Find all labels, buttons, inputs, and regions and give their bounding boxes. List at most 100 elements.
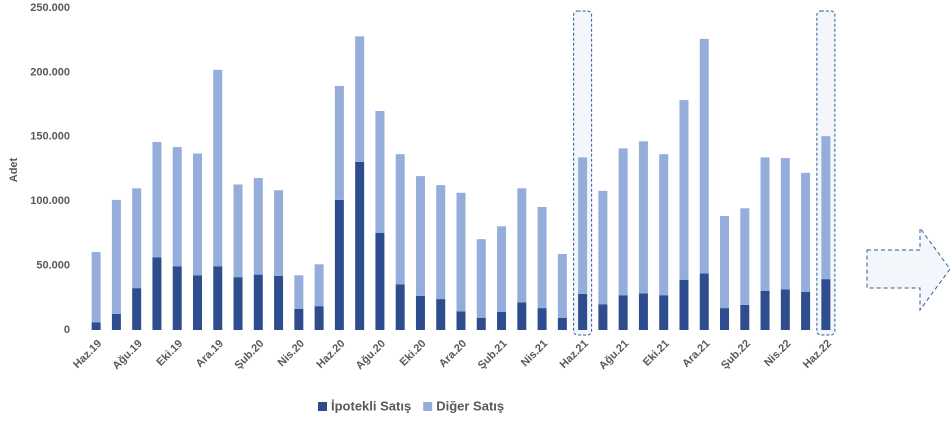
- bar: [132, 288, 142, 330]
- bar: [720, 308, 730, 330]
- x-tick-label: Ağu.19: [110, 338, 144, 372]
- bar: [213, 69, 223, 267]
- bar: [436, 185, 446, 300]
- bar: [233, 184, 243, 278]
- bar: [578, 157, 588, 294]
- bar: [578, 293, 588, 330]
- bar: [253, 178, 263, 275]
- x-tick-label: Eki.20: [398, 338, 429, 369]
- bar: [497, 311, 507, 330]
- bar: [760, 290, 770, 330]
- y-tick-label: 100.000: [30, 195, 70, 207]
- bar: [314, 264, 324, 307]
- bar: [760, 157, 770, 291]
- x-tick-label: Şub.21: [476, 338, 510, 372]
- bar: [537, 308, 547, 330]
- bar: [253, 274, 263, 330]
- bar: [679, 279, 689, 330]
- bar: [598, 304, 608, 330]
- bar: [192, 153, 202, 276]
- bar: [699, 273, 709, 330]
- bar: [132, 188, 142, 289]
- x-tick-label: Nis.21: [519, 338, 550, 369]
- bar: [111, 313, 121, 330]
- bar: [638, 141, 648, 294]
- bar: [476, 317, 486, 330]
- bar: [517, 188, 527, 303]
- bar: [780, 289, 790, 330]
- bar: [618, 295, 628, 330]
- legend-swatch: [423, 402, 433, 411]
- bar: [91, 252, 101, 323]
- bar: [740, 304, 750, 330]
- x-tick-label: Ara.19: [194, 338, 226, 370]
- bar: [334, 199, 344, 330]
- bar: [659, 154, 669, 296]
- bar: [436, 299, 446, 330]
- bar: [274, 275, 284, 330]
- x-tick-label: Eki.21: [641, 338, 672, 369]
- x-tick-label: Şub.20: [232, 338, 266, 372]
- bar: [111, 199, 121, 314]
- bar: [699, 38, 709, 274]
- x-tick-label: Haz.20: [314, 338, 347, 371]
- bar: [638, 293, 648, 330]
- bar: [497, 226, 507, 312]
- bar: [274, 190, 284, 276]
- bar: [213, 266, 223, 330]
- bar: [375, 232, 385, 330]
- bar: [537, 206, 547, 309]
- y-tick-label: 50.000: [36, 260, 70, 272]
- bar: [314, 306, 324, 330]
- x-tick-label: Haz.22: [801, 338, 834, 371]
- y-tick-label: 0: [64, 324, 70, 336]
- x-tick-label: Haz.19: [71, 338, 104, 371]
- bar: [334, 85, 344, 200]
- x-tick-label: Ağu.21: [597, 338, 631, 372]
- x-tick-label: Nis.20: [276, 338, 307, 369]
- y-tick-label: 150.000: [30, 131, 70, 143]
- bar: [679, 100, 689, 280]
- bar: [801, 172, 811, 293]
- bar: [415, 295, 425, 330]
- bar: [152, 257, 162, 330]
- x-tick-label: Ara.21: [680, 338, 712, 370]
- x-tick-label: Eki.19: [154, 338, 185, 369]
- x-tick-label: Şub.22: [719, 338, 753, 372]
- legend-label: İpotekli Satış: [331, 398, 411, 413]
- x-tick-label: Haz.21: [558, 338, 591, 371]
- bar: [517, 302, 527, 330]
- legend-label: Diğer Satış: [436, 398, 504, 413]
- y-tick-label: 200.000: [30, 66, 70, 78]
- bar: [172, 266, 182, 330]
- bar: [375, 111, 385, 233]
- bar: [395, 154, 405, 285]
- bar: [294, 308, 304, 330]
- bar: [821, 279, 831, 330]
- bar: [780, 158, 790, 290]
- bar: [557, 254, 567, 318]
- y-tick-label: 250.000: [30, 2, 70, 14]
- bar: [355, 161, 365, 330]
- x-tick-label: Ağu.20: [354, 338, 388, 372]
- legend-swatch: [318, 402, 327, 411]
- bar: [456, 192, 466, 312]
- arrow: [866, 226, 950, 312]
- bar: [740, 208, 750, 305]
- y-axis-label: Adet: [8, 157, 20, 182]
- x-tick-label: Ara.20: [437, 338, 469, 370]
- bar: [720, 216, 730, 309]
- bar: [152, 141, 162, 258]
- bar: [233, 277, 243, 330]
- bar: [456, 311, 466, 330]
- bar: [395, 284, 405, 330]
- bar: [355, 36, 365, 162]
- bar: [598, 190, 608, 305]
- bar: [172, 147, 182, 267]
- bar: [618, 148, 628, 296]
- bar: [801, 292, 811, 330]
- bar: [294, 275, 304, 309]
- bar: [476, 239, 486, 318]
- bar: [821, 136, 831, 280]
